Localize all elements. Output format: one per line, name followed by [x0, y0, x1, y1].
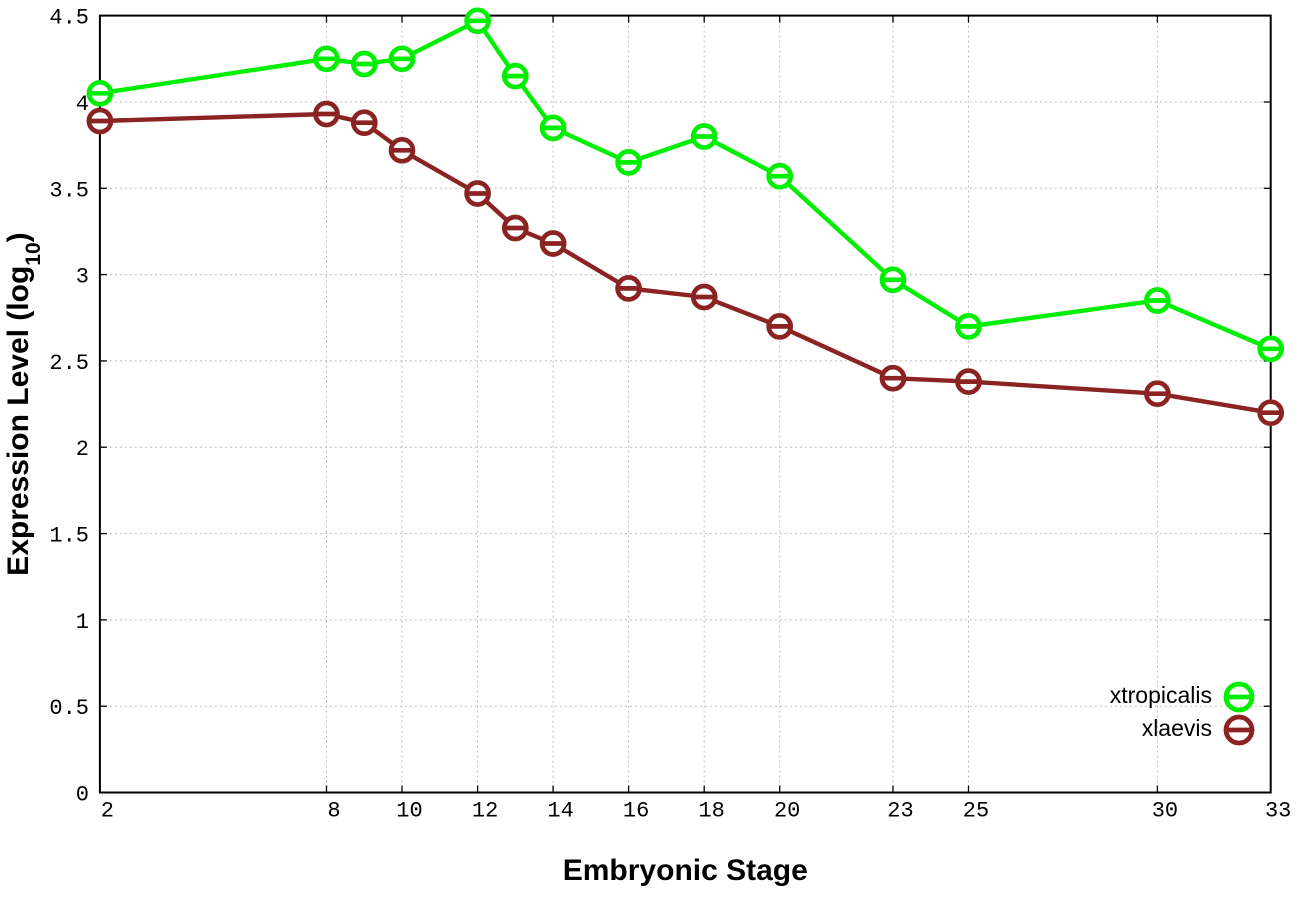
- svg-text:12: 12: [472, 799, 498, 824]
- svg-text:2: 2: [101, 799, 114, 824]
- svg-text:18: 18: [698, 799, 724, 824]
- svg-text:1: 1: [76, 610, 89, 635]
- svg-text:1.5: 1.5: [49, 524, 89, 549]
- svg-text:33: 33: [1265, 799, 1291, 824]
- svg-text:4.5: 4.5: [49, 6, 89, 31]
- svg-text:20: 20: [774, 799, 800, 824]
- svg-text:8: 8: [327, 799, 340, 824]
- svg-text:2.5: 2.5: [49, 351, 89, 376]
- svg-text:xlaevis: xlaevis: [1142, 715, 1212, 741]
- svg-text:14: 14: [547, 799, 573, 824]
- svg-text:0.5: 0.5: [49, 696, 89, 721]
- svg-text:Expression Level (log10): Expression Level (log10): [2, 232, 45, 575]
- svg-text:2: 2: [76, 437, 89, 462]
- svg-text:30: 30: [1152, 799, 1178, 824]
- svg-text:23: 23: [887, 799, 913, 824]
- svg-text:0: 0: [76, 783, 89, 808]
- svg-text:4: 4: [76, 92, 89, 117]
- svg-text:Embryonic Stage: Embryonic Stage: [563, 854, 808, 887]
- svg-text:25: 25: [963, 799, 989, 824]
- svg-text:10: 10: [396, 799, 422, 824]
- svg-text:3.5: 3.5: [49, 178, 89, 203]
- svg-text:xtropicalis: xtropicalis: [1110, 682, 1212, 708]
- svg-text:16: 16: [623, 799, 649, 824]
- svg-text:3: 3: [76, 265, 89, 290]
